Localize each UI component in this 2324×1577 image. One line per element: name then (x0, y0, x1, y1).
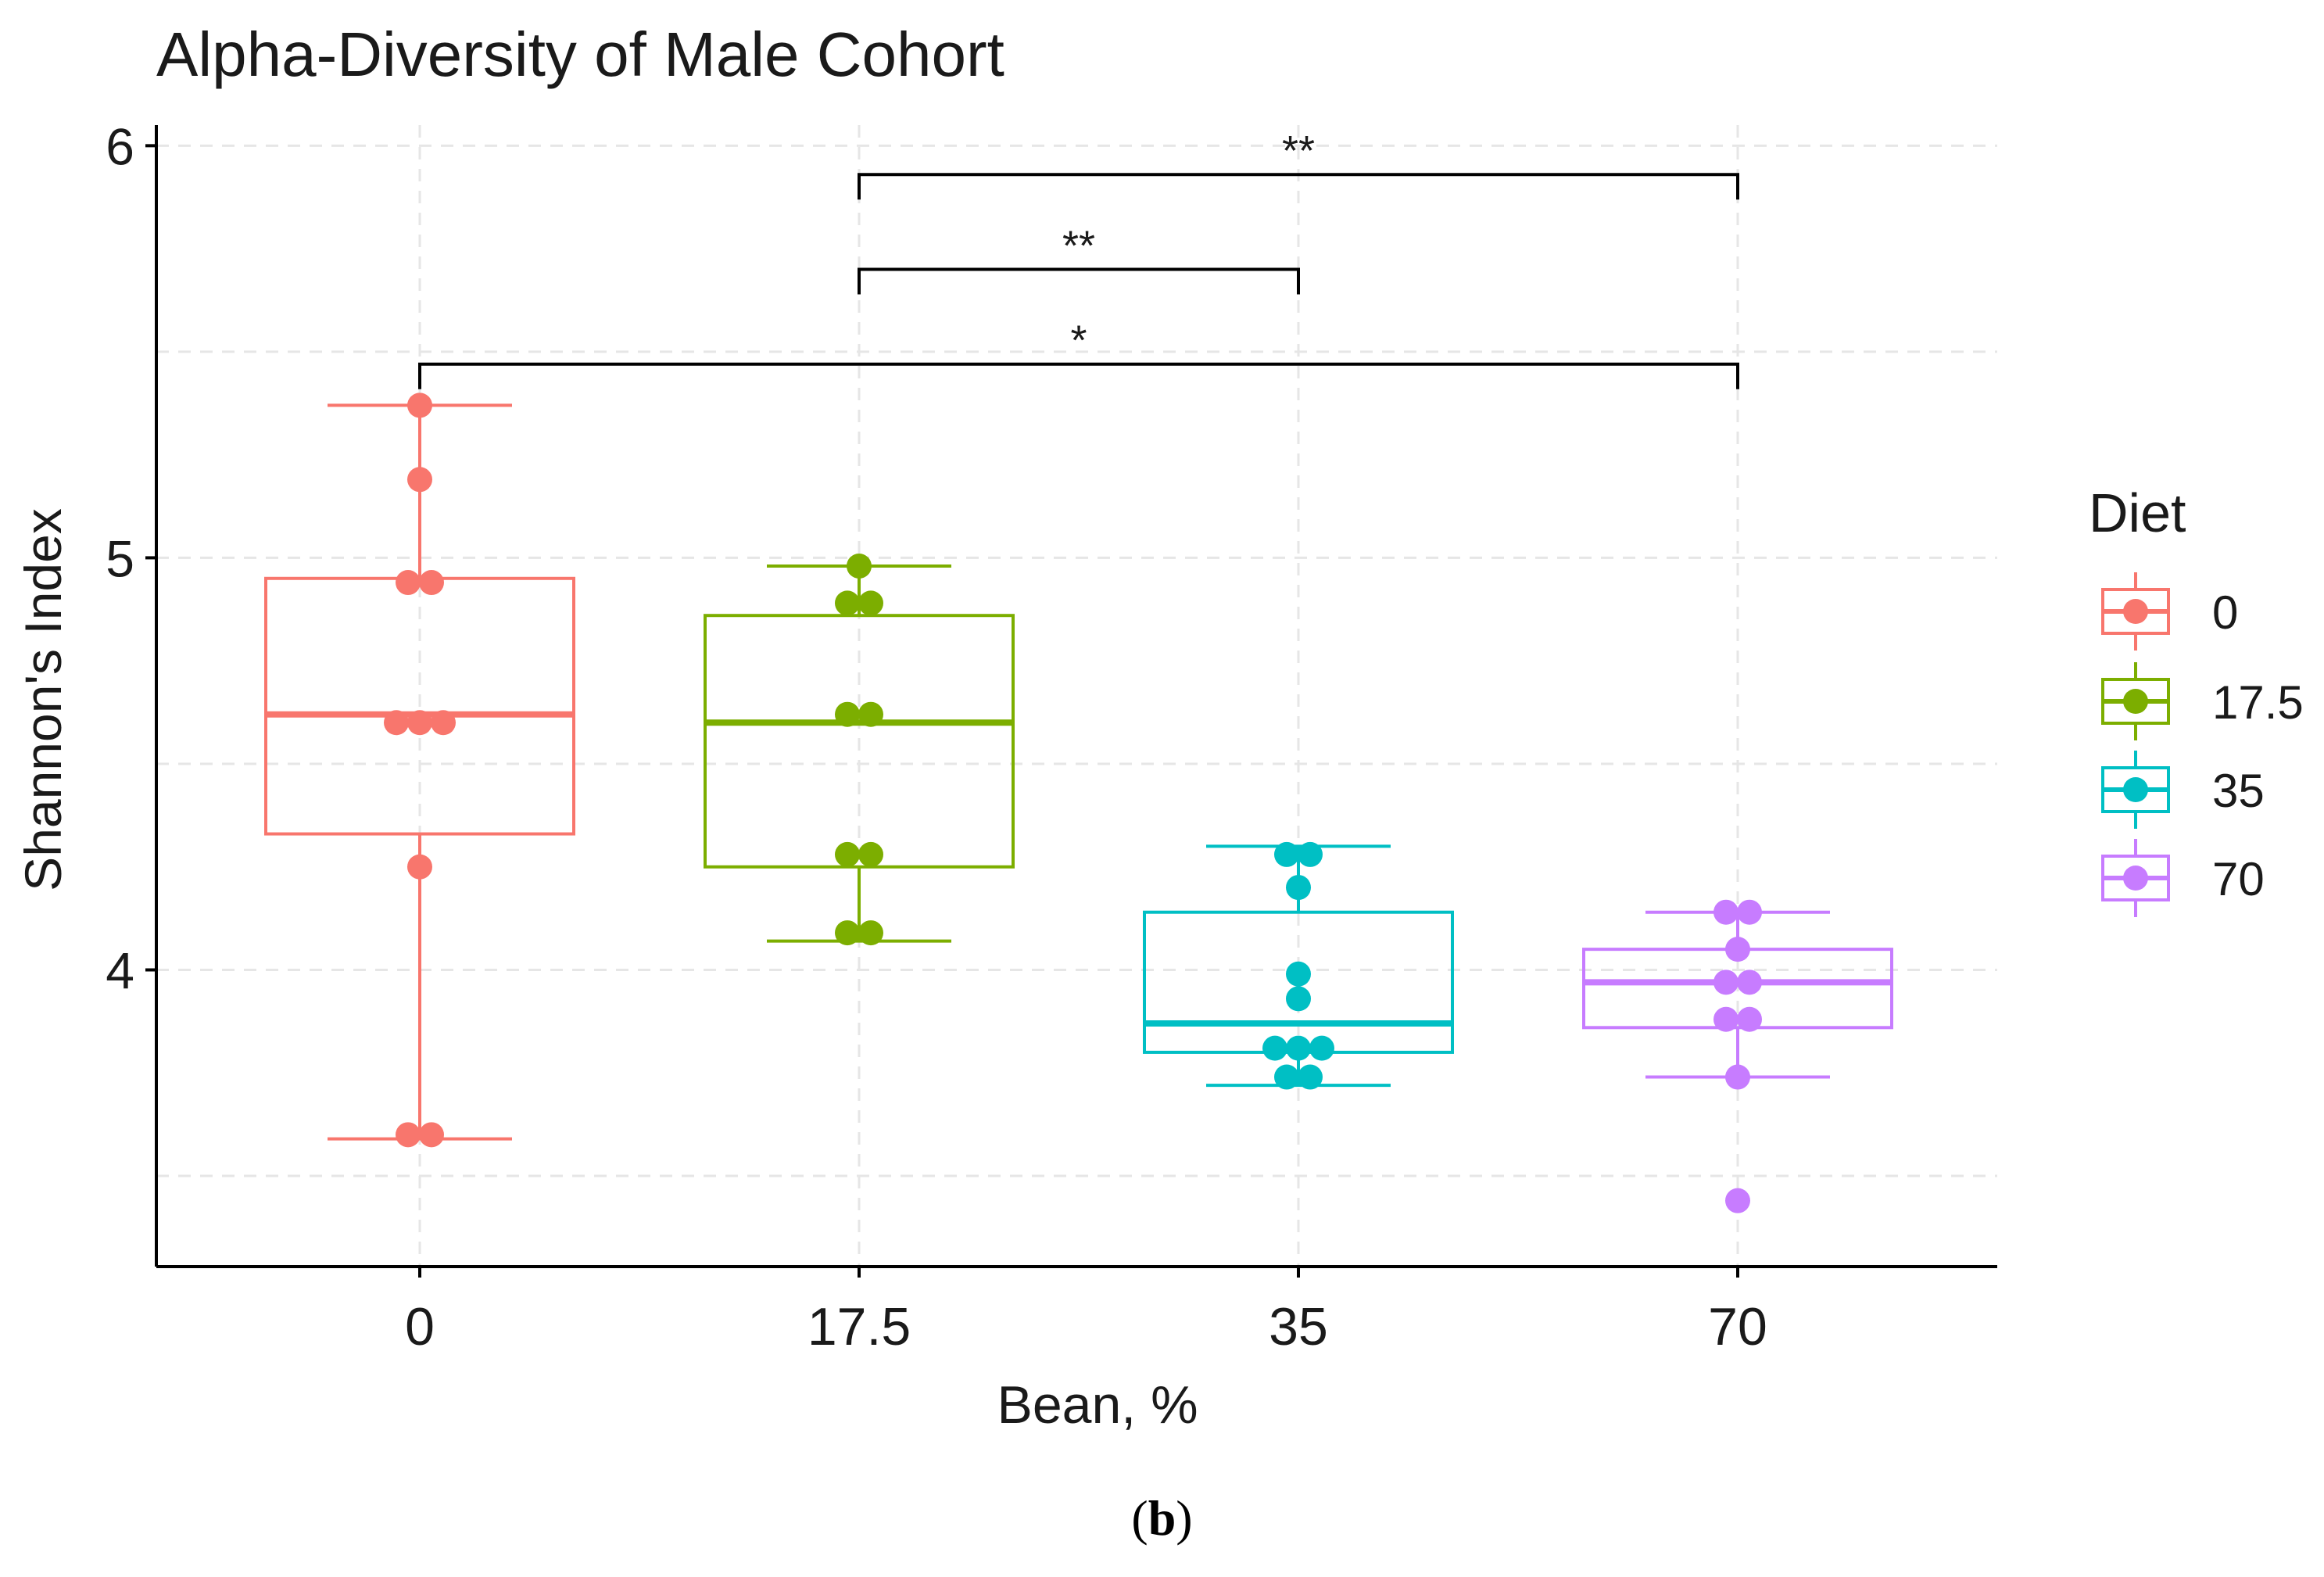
legend-key-point (2123, 599, 2148, 624)
data-point (407, 392, 432, 418)
y-tick-label: 4 (106, 942, 134, 1000)
data-point (858, 701, 883, 727)
boxes (264, 392, 1893, 1213)
data-point (1262, 1035, 1287, 1061)
data-point (431, 710, 456, 736)
data-point (1713, 1006, 1739, 1032)
data-point (407, 710, 432, 736)
data-point (835, 920, 860, 946)
legend-title: Diet (2089, 482, 2186, 543)
x-axis-label: Bean, % (997, 1375, 1198, 1435)
data-point (847, 553, 872, 579)
caption-close: ) (1176, 1490, 1193, 1546)
data-point (419, 570, 444, 596)
x-tick-label: 35 (1269, 1297, 1328, 1357)
significance-brackets: ***** (418, 127, 1739, 389)
legend-item-label: 17.5 (2212, 676, 2304, 729)
legend-item-17.5: 17.5 (2101, 662, 2304, 740)
data-point (1286, 986, 1311, 1012)
legend-key-point (2123, 866, 2148, 891)
significance-bracket (858, 173, 1739, 200)
significance-bracket (858, 267, 1300, 295)
y-axis-label: Shannon's Index (14, 508, 72, 891)
x-tick-label: 0 (405, 1297, 435, 1357)
data-point (1725, 1188, 1750, 1213)
legend-item-70: 70 (2101, 839, 2265, 917)
data-point (1737, 1006, 1762, 1032)
legend-key-point (2123, 777, 2148, 802)
significance-label: * (1070, 317, 1087, 364)
data-point (1725, 937, 1750, 962)
data-point (835, 590, 860, 616)
legend-key-point (2123, 689, 2148, 714)
x-tick-label: 17.5 (807, 1297, 911, 1357)
data-point (1725, 1064, 1750, 1090)
chart-title: Alpha-Diversity of Male Cohort (156, 20, 1004, 89)
caption-open: ( (1131, 1490, 1148, 1546)
data-point (396, 1122, 421, 1148)
data-point (858, 920, 883, 946)
legend-item-label: 70 (2212, 853, 2265, 905)
series-group-35 (1143, 841, 1454, 1090)
data-point (1713, 899, 1739, 925)
data-point (1737, 899, 1762, 925)
data-point (407, 854, 432, 880)
legend-item-35: 35 (2101, 751, 2265, 829)
data-point (1309, 1035, 1334, 1061)
legend-item-0: 0 (2101, 572, 2238, 651)
data-point (835, 701, 860, 727)
data-point (384, 710, 409, 736)
data-point (835, 841, 860, 867)
data-point (1286, 875, 1311, 901)
data-point (1286, 961, 1311, 987)
legend-item-label: 0 (2212, 586, 2238, 639)
y-tick-label: 6 (106, 117, 134, 175)
axes: 4 5 6 0 17.5 35 70 (106, 117, 1997, 1357)
box (704, 614, 1015, 869)
data-point (1737, 969, 1762, 995)
data-point (419, 1122, 444, 1148)
figure-caption: (b) (0, 1489, 2324, 1547)
significance-label: ** (1282, 127, 1315, 174)
data-point (1274, 1064, 1299, 1090)
legend-item-label: 35 (2212, 765, 2265, 817)
data-point (396, 570, 421, 596)
data-point (858, 590, 883, 616)
caption-letter: b (1148, 1490, 1176, 1546)
significance-bracket (418, 362, 1739, 389)
series-group-0 (264, 392, 575, 1148)
x-tick-label: 70 (1708, 1297, 1767, 1357)
data-point (1274, 841, 1299, 867)
series-group-70 (1582, 899, 1893, 1213)
data-point (1713, 969, 1739, 995)
legend: Diet 0 17.5 35 70 (2089, 482, 2304, 917)
data-point (1286, 1035, 1311, 1061)
data-point (407, 467, 432, 493)
y-tick-label: 5 (106, 529, 134, 587)
data-point (1298, 841, 1323, 867)
data-point (1298, 1064, 1323, 1090)
data-point (858, 841, 883, 867)
grid-lines (156, 125, 1997, 1267)
series-group-17.5 (704, 553, 1015, 946)
significance-label: ** (1062, 222, 1095, 269)
